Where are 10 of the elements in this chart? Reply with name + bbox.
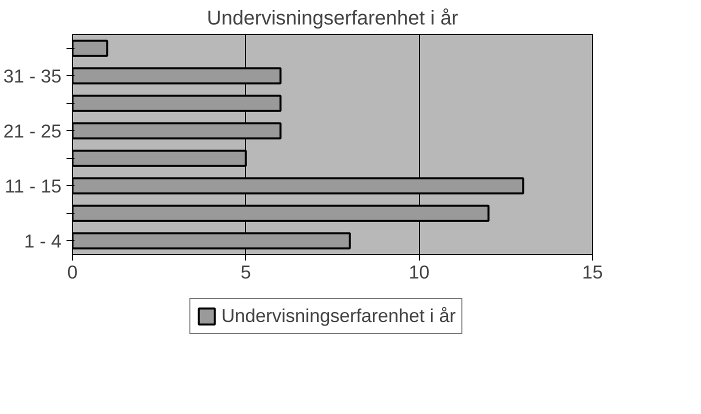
y-tick-label: 1 - 4: [24, 230, 62, 252]
y-tick-label: 11 - 15: [4, 175, 62, 196]
x-tick-label: 5: [240, 262, 252, 282]
y-tick-label: 21 - 25: [3, 120, 62, 142]
legend-label: Undervisningserfarenhet i år: [221, 305, 456, 327]
y-tick-label: 31 - 35: [3, 65, 62, 86]
x-tick-label: 15: [582, 262, 603, 282]
chart-title: Undervisningserfarenhet i år: [206, 8, 458, 30]
x-tick-label: 10: [408, 262, 430, 282]
x-tick-label: 0: [67, 262, 78, 282]
